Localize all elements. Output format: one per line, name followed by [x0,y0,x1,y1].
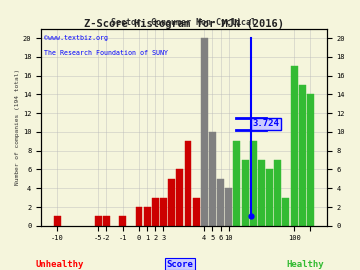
Bar [242,160,249,226]
Bar [54,216,61,226]
Title: Z-Score Histogram for MJN (2016): Z-Score Histogram for MJN (2016) [84,19,284,29]
Y-axis label: Number of companies (194 total): Number of companies (194 total) [15,69,20,185]
Text: Healthy: Healthy [286,260,324,269]
Bar [307,94,314,226]
Bar [185,141,192,226]
Text: 3.724: 3.724 [252,120,279,129]
Bar [225,188,232,226]
Bar [176,170,183,226]
Bar [258,160,265,226]
Bar [291,66,298,226]
Bar [95,216,102,226]
Text: Unhealthy: Unhealthy [36,260,84,269]
Bar [168,179,175,226]
Text: Sector: Consumer Non-Cyclical: Sector: Consumer Non-Cyclical [111,18,256,27]
Bar [234,141,240,226]
Bar [283,198,289,226]
Bar [119,216,126,226]
Bar [135,207,143,226]
Bar [152,198,159,226]
Text: The Research Foundation of SUNY: The Research Foundation of SUNY [44,50,168,56]
Bar [193,198,199,226]
Bar [274,160,281,226]
Text: Score: Score [167,260,193,269]
Bar [266,170,273,226]
Bar [103,216,110,226]
Bar [299,85,306,226]
Text: ©www.textbiz.org: ©www.textbiz.org [44,35,108,41]
Bar [217,179,224,226]
Bar [250,141,257,226]
Bar [144,207,150,226]
Bar [160,198,167,226]
Bar [209,132,216,226]
Bar [201,38,208,226]
